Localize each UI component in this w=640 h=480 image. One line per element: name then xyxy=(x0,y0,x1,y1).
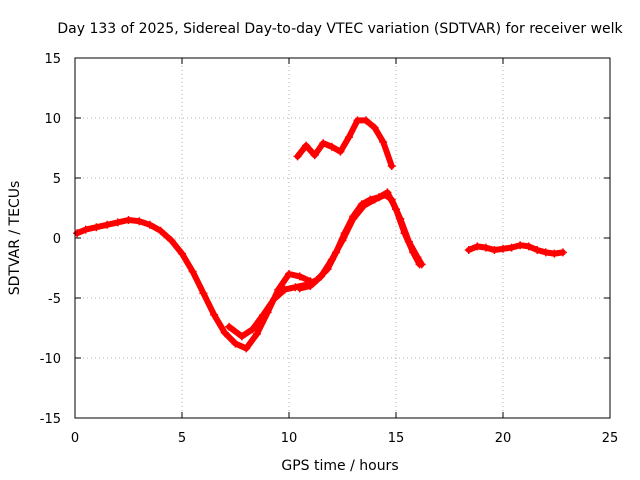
y-tick-label: -15 xyxy=(40,412,61,427)
data-point-marker xyxy=(349,214,358,223)
data-point-marker xyxy=(225,322,234,331)
data-point-marker xyxy=(327,142,336,151)
data-point-marker xyxy=(81,225,90,234)
data-point-marker xyxy=(550,249,559,258)
y-tick-label: 0 xyxy=(53,232,61,247)
data-point-marker xyxy=(387,162,396,170)
data-point-marker xyxy=(344,133,353,142)
y-axis-label: SDTVAR / TECUs xyxy=(7,181,23,296)
series-segment-d xyxy=(293,116,396,170)
data-point-marker xyxy=(231,339,240,348)
data-point-marker xyxy=(220,328,229,337)
tick-layer: 0 5 10 15 20 25 15 10 5 0 -5 -10 -15 xyxy=(40,52,619,446)
data-point-marker xyxy=(338,236,347,245)
chart-title: Day 133 of 2025, Sidereal Day-to-day VTE… xyxy=(57,21,623,37)
data-point-marker xyxy=(167,236,176,245)
data-point-marker xyxy=(306,282,315,290)
data-point-marker xyxy=(73,229,82,238)
data-point-marker xyxy=(499,244,507,253)
data-point-marker xyxy=(558,248,567,257)
data-point-marker xyxy=(178,249,186,258)
data-point-marker xyxy=(464,246,473,254)
data-point-marker xyxy=(353,116,362,125)
data-point-marker xyxy=(516,241,525,250)
data-point-marker xyxy=(285,270,293,278)
data-point-marker xyxy=(199,289,208,298)
series-segment-c xyxy=(295,190,426,293)
data-point-marker xyxy=(417,260,426,269)
data-point-marker xyxy=(242,344,251,353)
data-point-marker xyxy=(270,295,279,304)
data-point-marker xyxy=(259,310,268,319)
series-segment-a xyxy=(73,216,315,353)
data-point-marker xyxy=(145,220,154,229)
data-point-marker xyxy=(370,195,379,204)
data-point-marker xyxy=(336,147,345,156)
data-point-marker xyxy=(113,218,122,227)
data-point-marker xyxy=(317,272,326,281)
data-point-marker xyxy=(156,226,165,235)
data-point-marker xyxy=(413,253,422,262)
series-line xyxy=(74,217,314,352)
data-point-marker xyxy=(327,255,336,264)
x-tick-label: 15 xyxy=(388,431,405,446)
x-axis-label: GPS time / hours xyxy=(281,458,398,474)
series-line xyxy=(294,117,395,169)
y-tick-label: -5 xyxy=(48,292,61,307)
data-point-marker xyxy=(387,195,396,204)
data-point-marker xyxy=(524,242,533,251)
grid-layer xyxy=(75,58,610,418)
data-point-marker xyxy=(124,216,133,224)
data-point-marker xyxy=(379,138,388,146)
data-point-marker xyxy=(188,267,197,276)
data-point-marker xyxy=(295,272,304,281)
data-point-marker xyxy=(237,332,246,341)
data-point-marker xyxy=(396,214,405,223)
data-point-marker xyxy=(541,248,550,257)
data-point-marker xyxy=(92,223,101,232)
data-point-marker xyxy=(293,152,302,161)
x-tick-label: 25 xyxy=(602,431,619,446)
x-tick-label: 10 xyxy=(281,431,298,446)
data-point-marker xyxy=(362,116,371,125)
data-point-marker xyxy=(481,243,490,252)
data-point-marker xyxy=(473,242,482,251)
data-point-marker xyxy=(533,246,542,254)
data-point-marker xyxy=(103,220,112,229)
y-tick-label: 10 xyxy=(44,112,61,127)
series-segment-e xyxy=(464,241,567,258)
series-line xyxy=(296,191,425,292)
data-point-marker xyxy=(381,190,390,199)
data-point-marker xyxy=(404,237,413,246)
series-line xyxy=(226,189,423,340)
data-point-marker xyxy=(248,325,257,334)
data-point-marker xyxy=(490,246,499,254)
data-point-marker xyxy=(135,217,144,226)
series-layer xyxy=(73,116,567,353)
y-tick-label: -10 xyxy=(40,352,61,367)
data-point-marker xyxy=(252,330,261,338)
x-tick-label: 0 xyxy=(71,431,79,446)
data-point-marker xyxy=(280,285,289,294)
data-point-marker xyxy=(319,139,328,148)
data-point-marker xyxy=(507,243,516,252)
data-point-marker xyxy=(310,151,319,160)
y-tick-label: 15 xyxy=(44,52,61,67)
data-point-marker xyxy=(302,141,311,150)
data-point-marker xyxy=(295,284,304,293)
x-tick-label: 20 xyxy=(495,431,512,446)
data-point-marker xyxy=(210,310,219,319)
data-point-marker xyxy=(370,123,379,132)
data-point-marker xyxy=(359,201,368,210)
y-tick-label: 5 xyxy=(53,172,61,187)
x-tick-label: 5 xyxy=(178,431,186,446)
